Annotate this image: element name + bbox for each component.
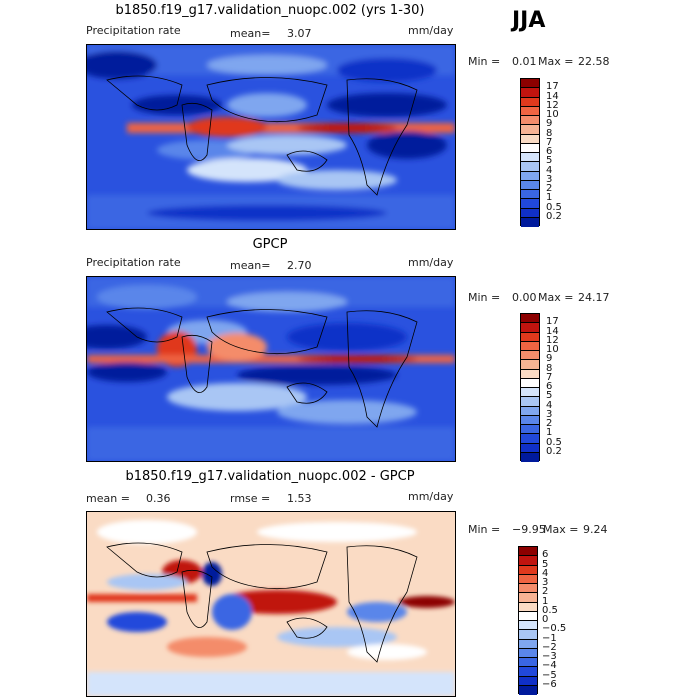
panel3-title: b1850.f19_g17.validation_nuopc.002 - GPC… bbox=[125, 469, 415, 484]
panel1-title: b1850.f19_g17.validation_nuopc.002 (yrs … bbox=[115, 3, 425, 18]
colorbar-tick-label: −0.5 bbox=[542, 623, 567, 635]
colorbar-tick-label: 0.5 bbox=[542, 604, 558, 616]
panel3-difference-map bbox=[86, 511, 456, 697]
colorbar-tick-label: 0 bbox=[542, 614, 549, 625]
panel3-colorbar bbox=[518, 546, 538, 695]
colorbar-tick-label: 4 bbox=[546, 164, 553, 176]
panel1-mean-value: 3.07 bbox=[287, 27, 312, 40]
colorbar-tick-label: 6 bbox=[546, 381, 553, 392]
colorbar-tick-label: 17 bbox=[546, 81, 559, 93]
colorbar-tick-label: 10 bbox=[546, 109, 559, 120]
panel2-variable-label: Precipitation rate bbox=[86, 256, 181, 269]
colorbar-tick-label: 3 bbox=[546, 408, 553, 420]
colorbar-tick-label: 5 bbox=[542, 558, 549, 570]
panel3-max-label: Max = bbox=[543, 523, 579, 536]
colorbar-tick-label: 8 bbox=[546, 127, 553, 139]
colorbar-tick-label: 9 bbox=[546, 118, 553, 130]
colorbar-tick-label: 1 bbox=[546, 427, 553, 439]
colorbar-tick-label: 14 bbox=[546, 90, 559, 102]
panel2-max-value: 24.17 bbox=[578, 291, 610, 304]
panel2-mean-value: 2.70 bbox=[287, 259, 312, 272]
season-label: JJA bbox=[512, 8, 546, 33]
panel1-units: mm/day bbox=[408, 24, 454, 37]
colorbar-tick-label: 4 bbox=[542, 567, 549, 579]
colorbar-tick-label: 5 bbox=[546, 390, 553, 402]
panel2-min-value: 0.00 bbox=[512, 291, 537, 304]
panel2-max-label: Max = bbox=[538, 291, 574, 304]
colorbar-tick-label: 9 bbox=[546, 353, 553, 365]
colorbar-tick-label: −5 bbox=[542, 669, 557, 681]
colorbar-tick-label: 7 bbox=[546, 371, 553, 383]
colorbar-tick-label: −4 bbox=[542, 660, 557, 672]
colorbar-tick-label: 0.2 bbox=[546, 445, 562, 457]
colorbar-tick-label: 2 bbox=[546, 418, 553, 429]
colorbar-tick-label: 12 bbox=[546, 99, 559, 111]
colorbar-tick-label: 0.5 bbox=[546, 201, 562, 213]
panel2-title: GPCP bbox=[252, 237, 288, 252]
colorbar-tick-label: 1 bbox=[542, 595, 549, 607]
colorbar-tick-label: 0.5 bbox=[546, 436, 562, 448]
colorbar-tick-label: 12 bbox=[546, 334, 559, 346]
panel1-variable-label: Precipitation rate bbox=[86, 24, 181, 37]
colorbar-tick-label: −1 bbox=[542, 632, 557, 644]
panel1-colorbar bbox=[520, 78, 540, 227]
panel3-units: mm/day bbox=[408, 490, 454, 503]
panel3-min-label: Min = bbox=[468, 523, 501, 536]
colorbar-tick-label: −2 bbox=[542, 641, 557, 653]
colorbar-tick-label: 5 bbox=[546, 155, 553, 167]
colorbar-tick-label: 1 bbox=[546, 192, 553, 204]
colorbar-tick-label: 2 bbox=[546, 183, 553, 194]
colorbar-tick-label: 7 bbox=[546, 136, 553, 148]
panel3-min-value: −9.95 bbox=[512, 523, 546, 536]
colorbar-tick-label: 4 bbox=[546, 399, 553, 411]
colorbar-tick-label: −6 bbox=[542, 678, 557, 690]
colorbar-tick-label: 14 bbox=[546, 325, 559, 337]
colorbar-tick-label: −3 bbox=[542, 651, 557, 662]
panel1-mean-label: mean= bbox=[230, 27, 271, 40]
colorbar-tick-label: 0.2 bbox=[546, 210, 562, 222]
panel2-mean-label: mean= bbox=[230, 259, 271, 272]
panel2-colorbar bbox=[520, 313, 540, 462]
panel2-precip-map bbox=[86, 276, 456, 462]
panel1-min-label: Min = bbox=[468, 55, 501, 68]
colorbar-tick-label: 6 bbox=[546, 146, 553, 157]
panel2-min-label: Min = bbox=[468, 291, 501, 304]
panel3-mean-value: 0.36 bbox=[146, 492, 171, 505]
colorbar-tick-label: 3 bbox=[546, 173, 553, 185]
colorbar-tick-label: 10 bbox=[546, 344, 559, 355]
panel3-rmse-value: 1.53 bbox=[287, 492, 312, 505]
panel3-max-value: 9.24 bbox=[583, 523, 608, 536]
panel1-min-value: 0.01 bbox=[512, 55, 537, 68]
colorbar-tick-label: 3 bbox=[542, 577, 549, 588]
colorbar-tick-label: 6 bbox=[542, 549, 549, 561]
panel1-precip-map bbox=[86, 44, 456, 230]
panel1-max-value: 22.58 bbox=[578, 55, 610, 68]
colorbar-tick-label: 2 bbox=[542, 586, 549, 598]
panel3-mean-label: mean = bbox=[86, 492, 130, 505]
colorbar-tick-label: 17 bbox=[546, 316, 559, 328]
panel2-units: mm/day bbox=[408, 256, 454, 269]
colorbar-tick-label: 8 bbox=[546, 362, 553, 374]
panel1-max-label: Max = bbox=[538, 55, 574, 68]
panel3-rmse-label: rmse = bbox=[230, 492, 271, 505]
